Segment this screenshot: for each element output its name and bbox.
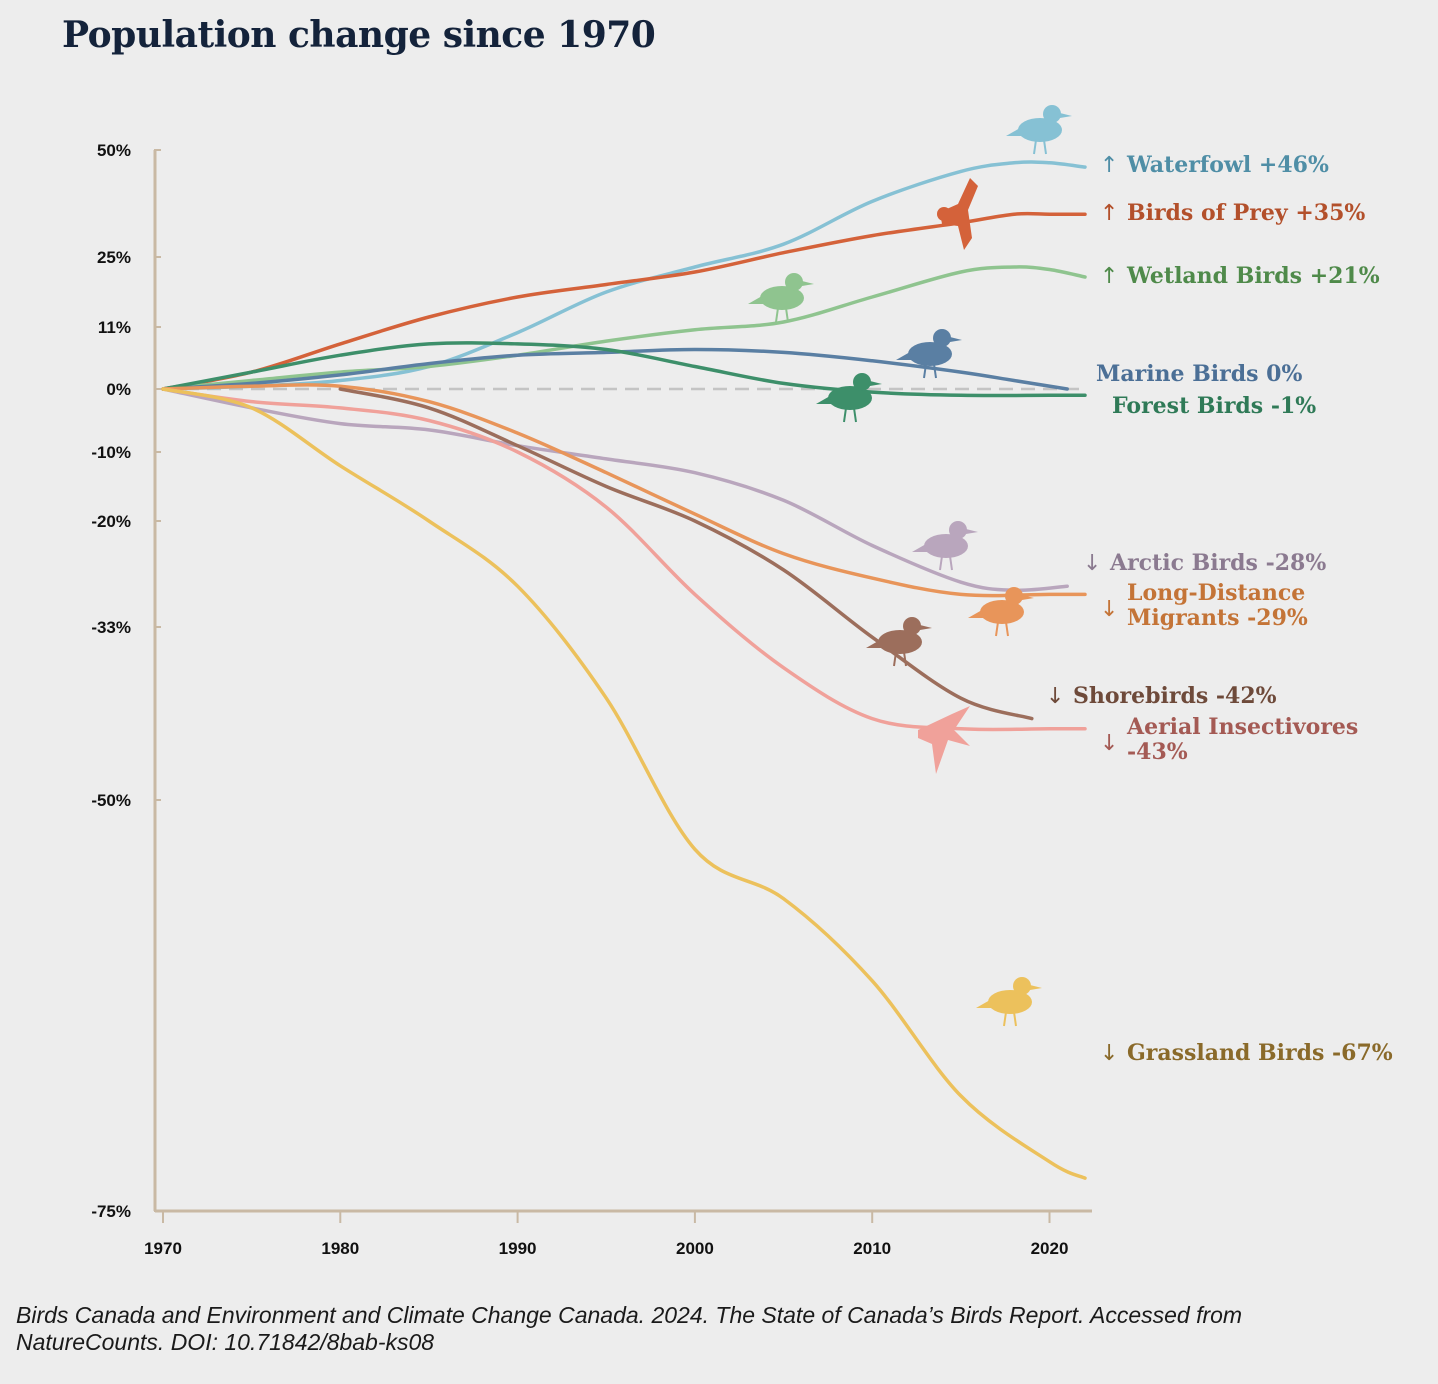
series-label: Waterfowl +46% bbox=[1126, 152, 1329, 178]
series-label: Shorebirds -42% bbox=[1073, 683, 1277, 709]
series-line-birds-of-prey bbox=[161, 211, 1087, 391]
y-tick-label: -10% bbox=[91, 443, 131, 462]
series-line-long-distance-migrants bbox=[161, 383, 1087, 598]
series-line-marine-birds bbox=[161, 347, 1069, 391]
puffin-icon bbox=[896, 329, 962, 379]
y-tick-label: -33% bbox=[91, 618, 131, 637]
x-tick-label: 2020 bbox=[1031, 1239, 1069, 1258]
series-label: Grassland Birds -67% bbox=[1127, 1040, 1393, 1066]
x-tick-label: 1980 bbox=[321, 1239, 359, 1258]
y-tick-label: 50% bbox=[97, 141, 131, 160]
series-line-forest-birds bbox=[161, 341, 1087, 398]
bird-icons bbox=[748, 105, 1072, 1027]
label-waterfowl: ↑ Waterfowl +46% bbox=[1100, 152, 1329, 178]
label-grassland-birds: ↓ Grassland Birds -67% bbox=[1100, 1040, 1393, 1066]
swallow-icon bbox=[918, 706, 970, 774]
y-tick-label: -20% bbox=[91, 512, 131, 531]
label-forest-birds: Forest Birds -1% bbox=[1112, 393, 1316, 419]
series-label: Marine Birds 0% bbox=[1096, 361, 1302, 387]
series-label: Arctic Birds -28% bbox=[1109, 550, 1326, 576]
y-tick-label: 0% bbox=[106, 380, 131, 399]
arrow-icon: ↓ bbox=[1100, 731, 1118, 756]
series-label-line: Aerial Insectivores bbox=[1126, 714, 1358, 740]
duck-icon bbox=[1006, 105, 1072, 155]
series-label: Wetland Birds +21% bbox=[1126, 263, 1380, 289]
series-line-grassland-birds bbox=[161, 387, 1087, 1180]
series-label: Birds of Prey +35% bbox=[1127, 200, 1365, 226]
label-aerial-insectivores: ↓ Aerial Insectivores-43% bbox=[1100, 714, 1358, 765]
ptarmigan-icon bbox=[912, 521, 978, 571]
series-label: Forest Birds -1% bbox=[1112, 393, 1316, 419]
label-wetland-birds: ↑ Wetland Birds +21% bbox=[1100, 263, 1380, 289]
x-tick-label: 1990 bbox=[499, 1239, 537, 1258]
series-labels: ↑ Waterfowl +46% ↑ Birds of Prey +35% ↑ Wetla… bbox=[1046, 152, 1393, 1066]
arrow-icon: ↓ bbox=[1100, 597, 1118, 622]
series-label-line: Migrants -29% bbox=[1127, 605, 1308, 631]
source-note: Birds Canada and Environment and Climate… bbox=[16, 1302, 1243, 1355]
arrow-icon: ↑ bbox=[1100, 201, 1118, 226]
label-arctic-birds: ↓ Arctic Birds -28% bbox=[1083, 550, 1326, 576]
chart-title: Population change since 1970 bbox=[62, 14, 656, 56]
arrow-icon: ↑ bbox=[1100, 264, 1118, 289]
series-label-line: -43% bbox=[1127, 739, 1188, 765]
series-line-aerial-insectivores bbox=[161, 387, 1087, 732]
x-tick-label: 1970 bbox=[144, 1239, 182, 1258]
line-chart: 50% 25% 11% 0% -10% -20% -33% -50% -75% 1970 1980 1… bbox=[91, 105, 1393, 1258]
series-line-arctic-birds bbox=[161, 387, 1069, 593]
heron-icon bbox=[748, 273, 814, 323]
y-tick-label: -50% bbox=[91, 791, 131, 810]
x-tick-label: 2000 bbox=[676, 1239, 714, 1258]
series-line-waterfowl bbox=[161, 160, 1087, 391]
axes: 50% 25% 11% 0% -10% -20% -33% -50% -75% 1970 1980 1… bbox=[91, 141, 1092, 1258]
meadowlark-icon bbox=[976, 977, 1042, 1027]
series-lines bbox=[161, 160, 1087, 1180]
y-tick-label: 25% bbox=[97, 248, 131, 267]
arrow-icon: ↓ bbox=[1046, 684, 1064, 709]
x-tick-label: 2010 bbox=[853, 1239, 891, 1258]
y-tick-label: 11% bbox=[98, 318, 131, 337]
hawk-icon bbox=[937, 178, 978, 250]
arrow-icon: ↑ bbox=[1100, 153, 1118, 178]
arrow-icon: ↓ bbox=[1100, 1041, 1118, 1066]
series-line-wetland-birds bbox=[161, 265, 1087, 391]
label-birds-of-prey: ↑ Birds of Prey +35% bbox=[1100, 200, 1365, 226]
label-marine-birds: Marine Birds 0% bbox=[1096, 361, 1302, 387]
series-line-shorebirds bbox=[338, 387, 1034, 721]
hummingbird-icon bbox=[816, 373, 882, 423]
arrow-icon: ↓ bbox=[1083, 551, 1101, 576]
y-tick-label: -75% bbox=[91, 1202, 131, 1221]
curlew-icon bbox=[866, 617, 932, 667]
label-shorebirds: ↓ Shorebirds -42% bbox=[1046, 683, 1277, 709]
oriole-icon bbox=[968, 587, 1034, 637]
series-label-line: Long-Distance bbox=[1127, 580, 1305, 606]
